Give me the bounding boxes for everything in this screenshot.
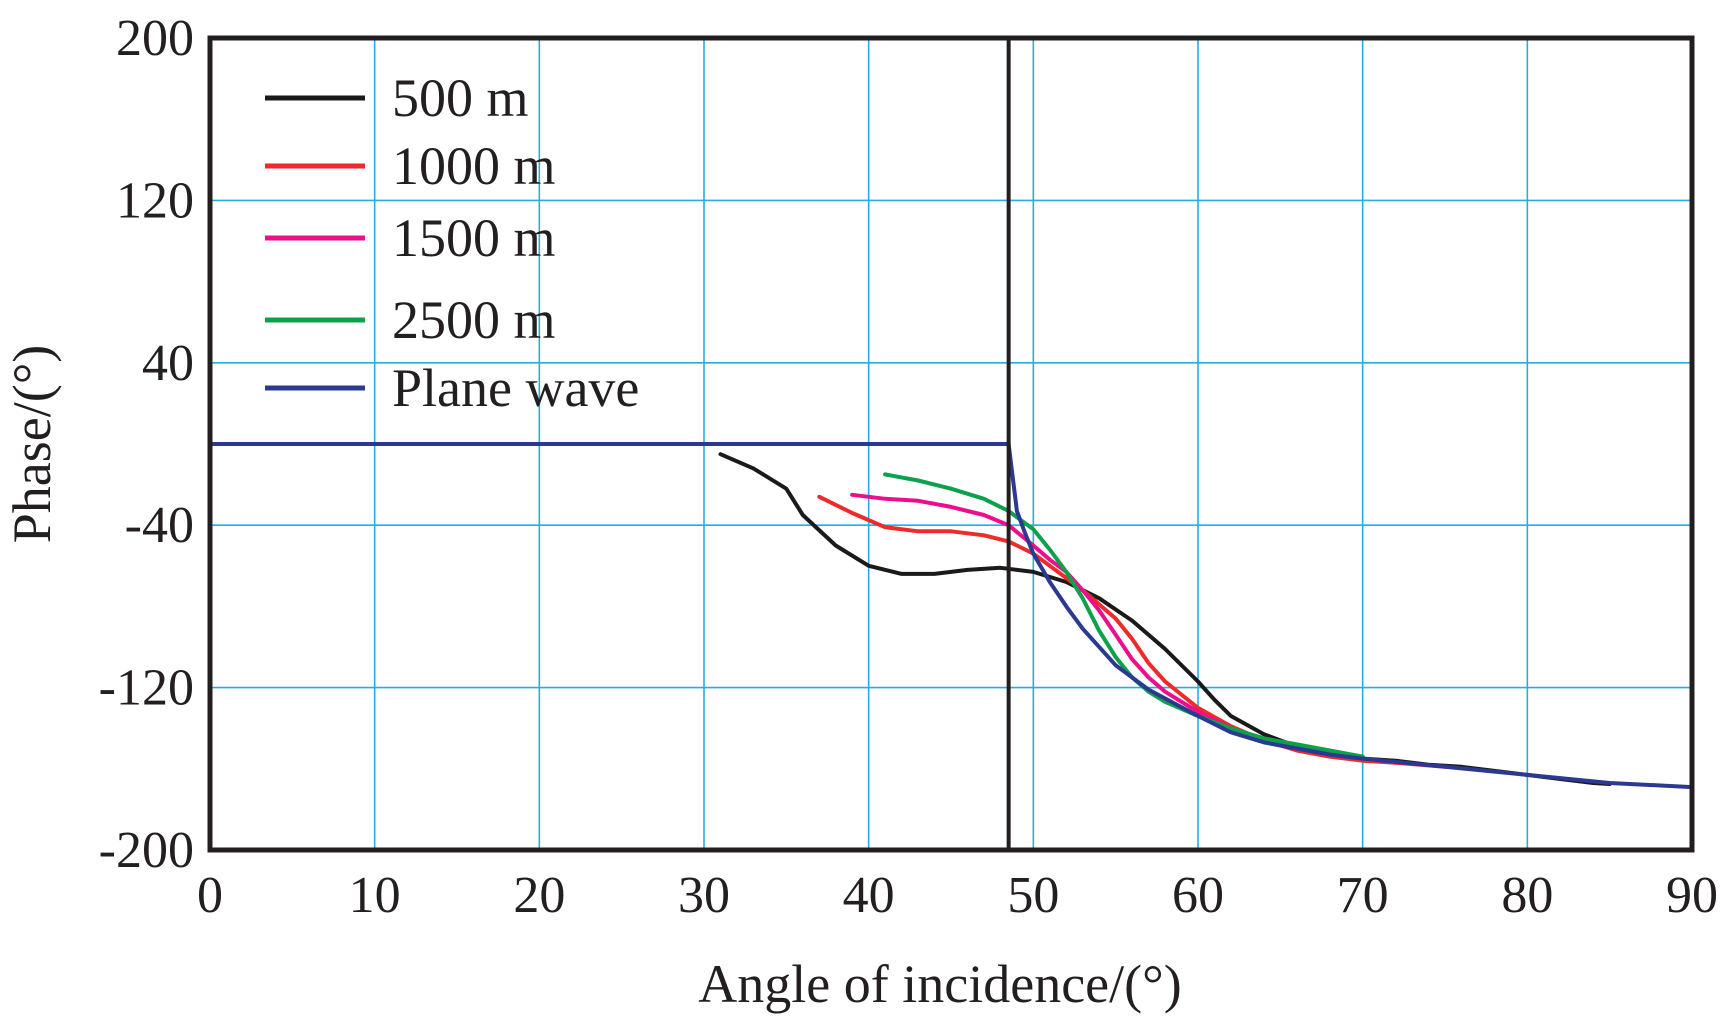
x-tick-label-90: 90 xyxy=(1666,867,1718,924)
legend: 500 m 1000 m 1500 m 2500 m Plane wave xyxy=(265,68,639,418)
legend-label-500-m: 500 m xyxy=(392,68,529,128)
plot-frame xyxy=(207,35,1695,853)
legend-label-1500-m: 1500 m xyxy=(392,208,556,268)
series-line-2500-m xyxy=(883,472,1365,759)
x-tick-label-40: 40 xyxy=(843,867,895,924)
series-line-1000-m xyxy=(817,494,1447,769)
tick-labels: 0 10 20 30 40 50 60 70 80 90 200 120 40 -40 -120 -200 xyxy=(99,10,1718,924)
y-axis-title: Phase/(°) xyxy=(2,345,62,544)
x-tick-label-60: 60 xyxy=(1172,867,1224,924)
legend-label-plane-wave: Plane wave xyxy=(392,358,639,418)
x-axis-title: Angle of incidence/(°) xyxy=(698,954,1181,1014)
x-tick-label-20: 20 xyxy=(513,867,565,924)
series-layer xyxy=(208,442,1694,790)
series-line-plane-wave xyxy=(208,442,1694,790)
legend-label-2500-m: 2500 m xyxy=(392,290,556,350)
x-tick-label-50: 50 xyxy=(1007,867,1059,924)
x-tick-label-80: 80 xyxy=(1501,867,1553,924)
legend-label-1000-m: 1000 m xyxy=(392,136,556,196)
y-tick-label--40: -40 xyxy=(125,497,194,554)
y-tick-label-40: 40 xyxy=(142,335,194,392)
x-tick-label-10: 10 xyxy=(349,867,401,924)
y-tick-label--120: -120 xyxy=(99,660,194,717)
grid xyxy=(210,38,1692,850)
y-tick-label-120: 120 xyxy=(116,172,194,229)
y-tick-label--200: -200 xyxy=(99,822,194,879)
x-tick-label-30: 30 xyxy=(678,867,730,924)
y-tick-label-200: 200 xyxy=(116,10,194,67)
x-tick-label-0: 0 xyxy=(197,867,223,924)
series-line-500-m xyxy=(718,452,1612,786)
x-tick-label-70: 70 xyxy=(1337,867,1389,924)
